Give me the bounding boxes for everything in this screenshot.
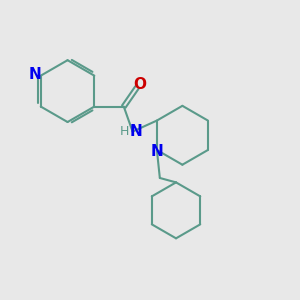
Text: N: N [29,67,42,82]
Text: H: H [120,125,129,138]
Text: N: N [151,144,163,159]
Text: O: O [133,77,146,92]
Text: N: N [129,124,142,139]
